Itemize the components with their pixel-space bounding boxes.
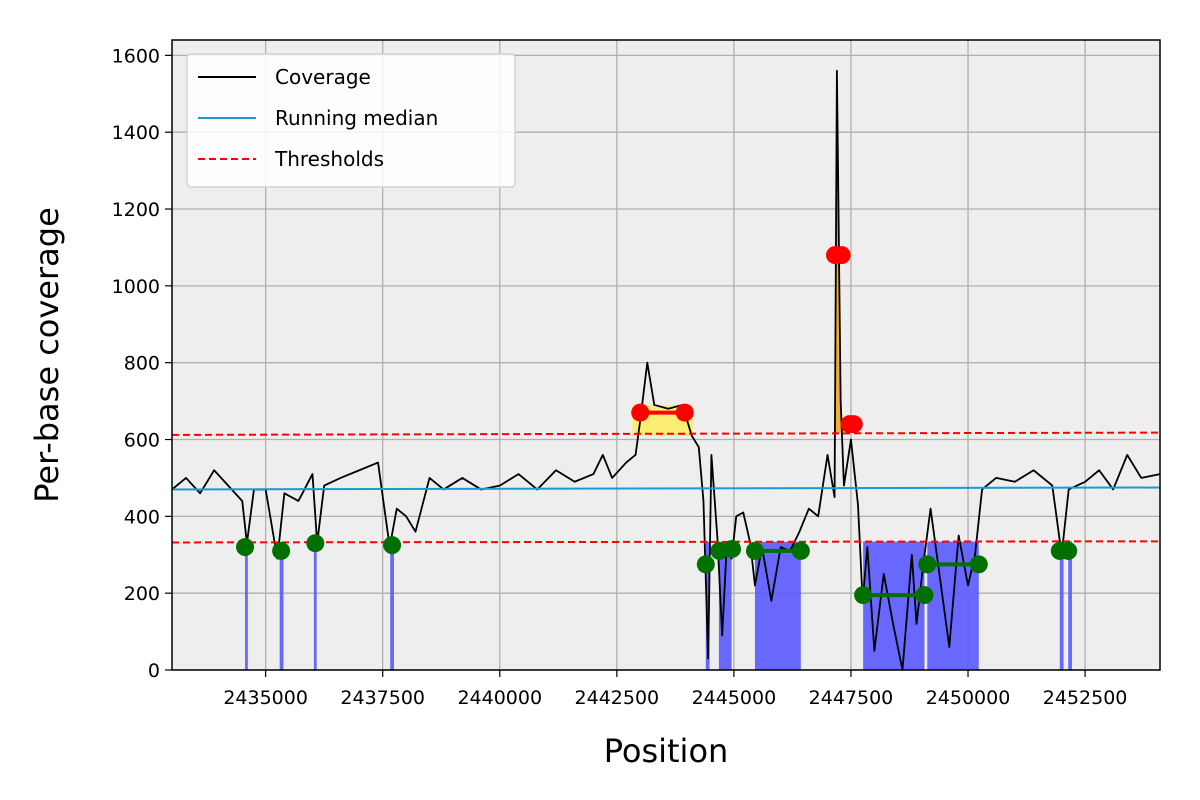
low-region-marker	[969, 555, 988, 574]
legend-box	[186, 53, 516, 188]
low-region-marker	[272, 541, 291, 560]
low-coverage-region	[245, 542, 248, 670]
low-region-marker	[854, 586, 873, 605]
low-coverage-region	[718, 541, 732, 670]
series-lines	[171, 69, 1161, 671]
low-region-marker	[383, 536, 402, 555]
high-region-marker	[675, 403, 694, 422]
low-region-marker	[696, 555, 715, 574]
x-tick-label: 2440000	[457, 687, 542, 709]
low-region-marker	[745, 541, 764, 560]
y-tick-label: 1200	[112, 199, 160, 221]
low-region-marker	[1059, 541, 1078, 560]
x-tick-label: 2437500	[340, 687, 425, 709]
low-region-marker	[915, 586, 934, 605]
legend-label-running-median: Running median	[275, 106, 438, 130]
y-tick-label: 800	[124, 353, 160, 375]
axis-ticks: 2435000 2437500 2440000 2442500 2445000 24475…	[112, 45, 1128, 709]
high-region-marker	[844, 415, 863, 434]
grid-lines	[172, 40, 1160, 671]
high-region-marker	[631, 403, 650, 422]
x-tick-label: 2447500	[809, 687, 894, 709]
x-tick-label: 2442500	[575, 687, 660, 709]
y-axis-title: Per-base coverage	[28, 207, 66, 503]
legend: Coverage Running median Thresholds	[186, 53, 516, 188]
y-tick-label: 1600	[112, 45, 160, 67]
low-region-marker	[306, 534, 325, 553]
low-coverage-region	[279, 542, 284, 670]
low-region-marker	[236, 538, 255, 557]
low-coverage-region	[313, 542, 317, 670]
low-region-marker	[791, 541, 810, 560]
y-tick-label: 1400	[112, 122, 160, 144]
low-region-marker	[723, 539, 742, 558]
x-tick-label: 2452500	[1043, 687, 1128, 709]
y-tick-label: 200	[124, 583, 160, 605]
x-axis-title: Position	[604, 732, 729, 770]
y-tick-label: 0	[148, 660, 160, 682]
y-tick-label: 600	[124, 430, 160, 452]
y-tick-label: 1000	[112, 276, 160, 298]
x-tick-label: 2450000	[926, 687, 1011, 709]
high-region-marker	[832, 246, 851, 265]
legend-label-coverage: Coverage	[275, 65, 371, 89]
y-tick-label: 400	[124, 506, 160, 528]
coverage-line	[171, 69, 1161, 671]
low-coverage-region	[1068, 541, 1072, 670]
region-markers	[236, 246, 1078, 605]
low-coverage-region	[1059, 541, 1064, 670]
low-region-marker	[918, 555, 937, 574]
plot-frame	[171, 39, 1161, 671]
low-coverage-region	[705, 541, 710, 670]
legend-label-thresholds: Thresholds	[274, 147, 384, 171]
running-median-line	[171, 486, 1161, 491]
x-tick-label: 2445000	[692, 687, 777, 709]
x-tick-label: 2435000	[223, 687, 308, 709]
low-coverage-region	[390, 542, 394, 670]
